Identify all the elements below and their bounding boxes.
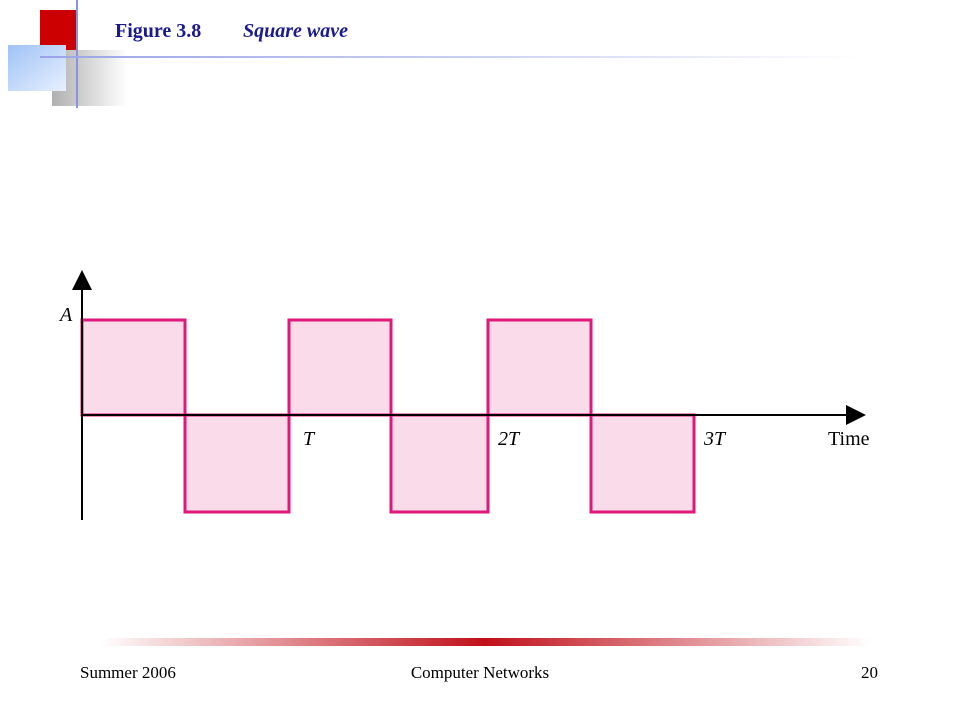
period-label: 3T	[703, 428, 727, 450]
footer-bar	[100, 638, 870, 646]
pulse-high	[287, 318, 393, 417]
pulse-low	[589, 413, 696, 514]
footer-left: Summer 2006	[80, 663, 176, 682]
period-label: T	[303, 428, 316, 450]
pulse-low	[389, 413, 490, 514]
pulse-high	[80, 318, 187, 417]
amplitude-label: A	[58, 304, 73, 326]
page-number: 20	[861, 663, 878, 682]
deco-vline	[76, 0, 78, 108]
deco-blue	[8, 45, 66, 91]
deco-red	[40, 10, 76, 50]
pulse-high	[486, 318, 593, 417]
figure-label: Figure 3.8	[115, 20, 201, 42]
figure-caption: Square wave	[243, 20, 348, 42]
square-wave	[80, 318, 696, 514]
deco-hline	[40, 56, 860, 58]
period-label: 2T	[498, 428, 521, 450]
footer-center: Computer Networks	[411, 663, 549, 682]
pulse-low	[183, 413, 291, 514]
time-label: Time	[828, 428, 870, 450]
